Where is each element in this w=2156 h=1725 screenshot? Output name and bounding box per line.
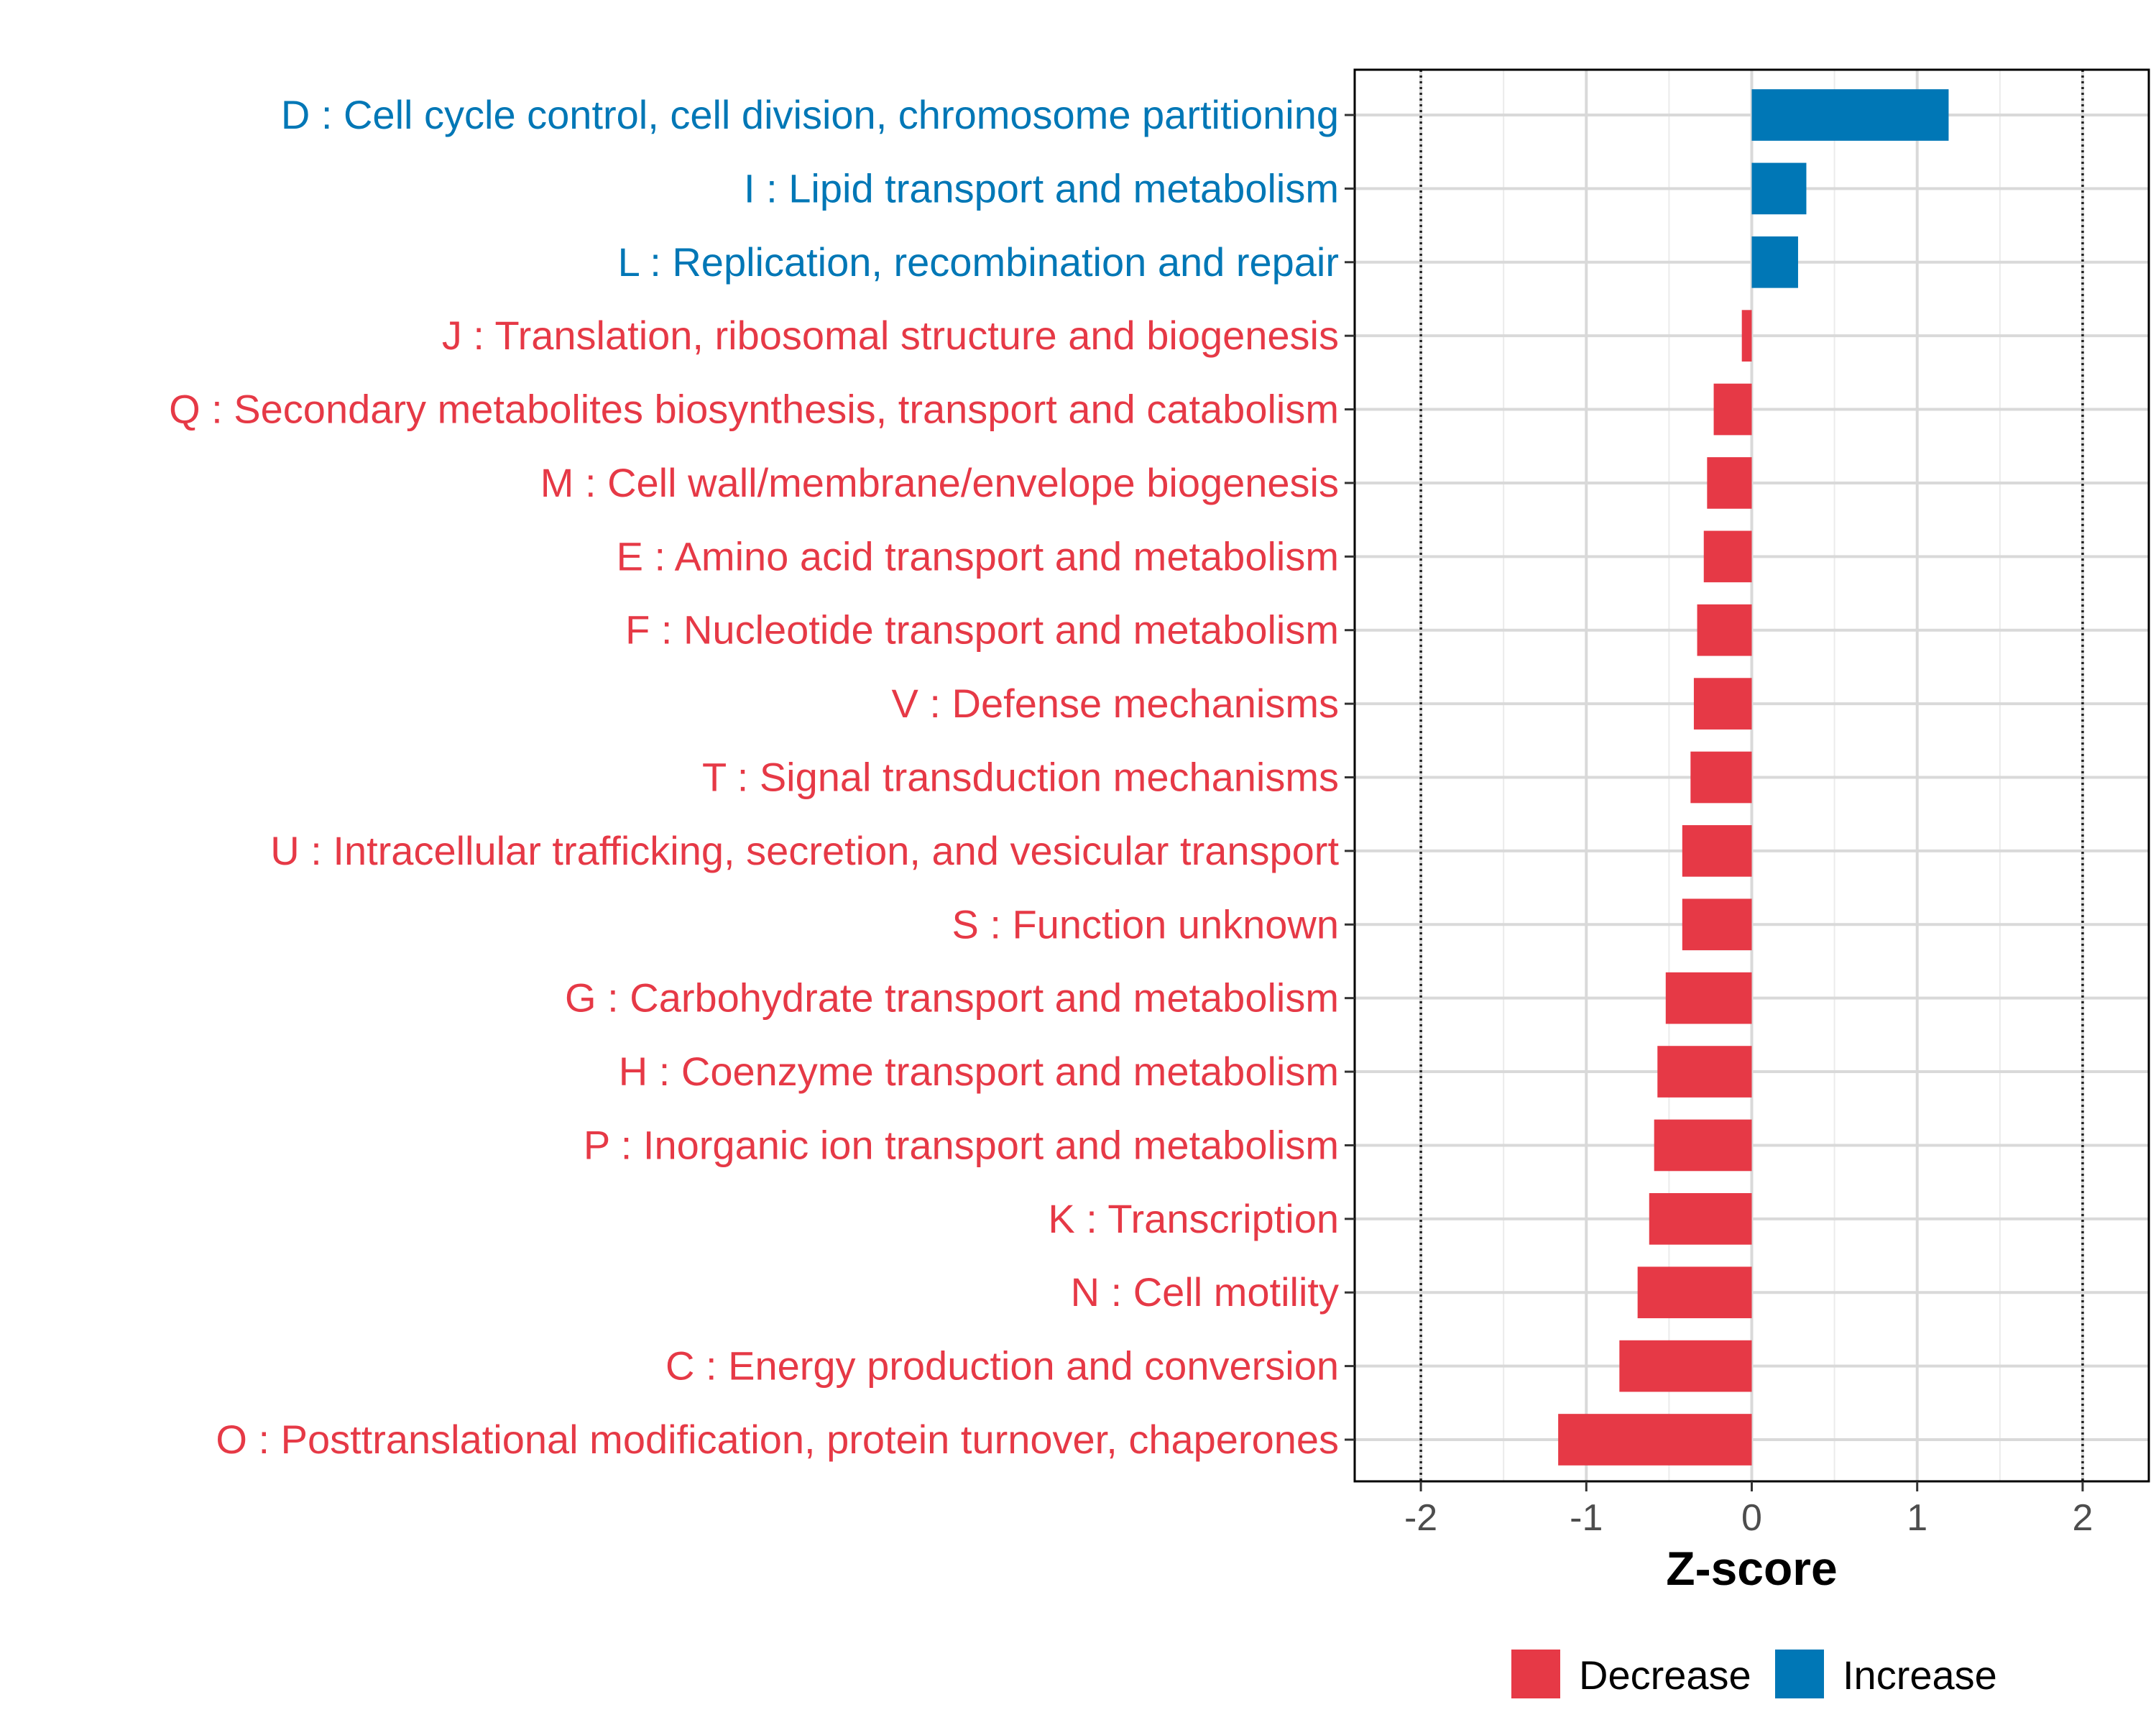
bar (1665, 972, 1752, 1024)
category-label: T : Signal transduction mechanisms (702, 755, 1339, 800)
category-label: C : Energy production and conversion (665, 1343, 1339, 1389)
legend-key (1775, 1650, 1824, 1698)
bar (1657, 1046, 1752, 1098)
y-axis-ticks (1345, 114, 1355, 1441)
category-label: F : Nucleotide transport and metabolism (625, 607, 1339, 653)
bar (1682, 825, 1752, 877)
category-label: J : Translation, ribosomal structure and… (442, 313, 1339, 358)
x-tick-label: 1 (1907, 1497, 1927, 1539)
bar (1751, 89, 1949, 141)
category-label: M : Cell wall/membrane/envelope biogenes… (540, 460, 1339, 505)
x-axis-ticks: -2 -1 0 1 2 (1404, 1481, 2093, 1539)
legend-key (1511, 1650, 1560, 1698)
category-label: N : Cell motility (1071, 1269, 1339, 1315)
bar (1713, 383, 1752, 436)
category-label: E : Amino acid transport and metabolism (617, 533, 1339, 579)
x-tick-label: 2 (2072, 1497, 2093, 1539)
bar (1682, 898, 1752, 951)
x-tick-label: 0 (1741, 1497, 1762, 1539)
bar (1654, 1119, 1752, 1172)
category-labels: D : Cell cycle control, cell division, c… (169, 92, 1339, 1462)
x-axis-title: Z-score (1666, 1542, 1837, 1595)
bar (1741, 310, 1752, 362)
category-label: H : Coenzyme transport and metabolism (619, 1049, 1339, 1094)
bar (1619, 1340, 1752, 1392)
category-label: U : Intracellular trafficking, secretion… (270, 828, 1339, 873)
bar (1693, 678, 1752, 730)
bar (1649, 1192, 1752, 1245)
legend-label: Decrease (1579, 1652, 1751, 1698)
category-label: O : Posttranslational modification, prot… (216, 1417, 1339, 1462)
x-tick-label: -1 (1570, 1497, 1603, 1539)
x-tick-label: -2 (1404, 1497, 1437, 1539)
category-label: S : Function unknown (952, 901, 1339, 947)
category-label: I : Lipid transport and metabolism (744, 165, 1339, 211)
bar (1697, 604, 1752, 656)
bars-layer (1558, 89, 1949, 1466)
bar (1690, 751, 1752, 804)
bar (1751, 162, 1807, 215)
bar (1558, 1414, 1752, 1466)
category-label: V : Defense mechanisms (892, 681, 1339, 726)
category-label: L : Replication, recombination and repai… (618, 239, 1339, 285)
category-label: Q : Secondary metabolites biosynthesis, … (169, 387, 1339, 432)
legend-label: Increase (1843, 1652, 1997, 1698)
bar (1751, 236, 1798, 288)
category-label: P : Inorganic ion transport and metaboli… (584, 1122, 1339, 1167)
category-label: G : Carbohydrate transport and metabolis… (565, 975, 1339, 1021)
category-label: D : Cell cycle control, cell division, c… (281, 92, 1339, 137)
bar (1637, 1266, 1752, 1319)
bar (1707, 457, 1752, 509)
category-label: K : Transcription (1048, 1196, 1339, 1241)
legend: Decrease Increase (1511, 1650, 1997, 1698)
bar (1703, 530, 1752, 583)
